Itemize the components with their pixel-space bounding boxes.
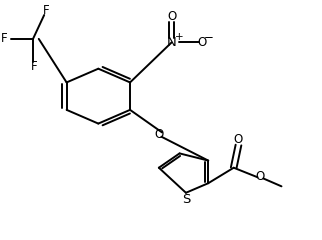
Text: −: − [204, 31, 214, 44]
Text: F: F [43, 4, 49, 17]
Text: N: N [167, 36, 176, 49]
Text: O: O [197, 36, 206, 49]
Text: O: O [256, 170, 265, 183]
Text: S: S [182, 193, 190, 206]
Text: F: F [31, 60, 38, 73]
Text: +: + [175, 32, 184, 42]
Text: O: O [167, 10, 176, 24]
Text: F: F [1, 32, 8, 45]
Text: O: O [234, 133, 243, 146]
Text: O: O [154, 128, 164, 141]
